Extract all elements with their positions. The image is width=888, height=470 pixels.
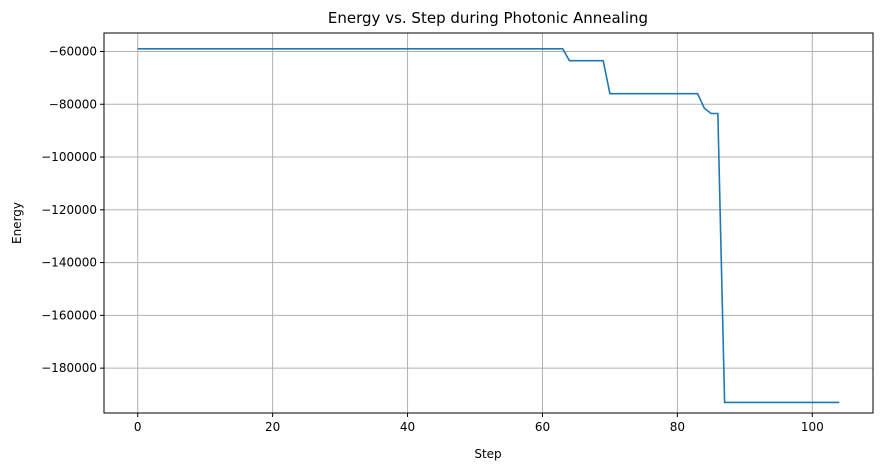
y-tick-label: −180000 — [41, 361, 97, 375]
y-tick-label: −160000 — [41, 308, 97, 322]
x-tick-label: 0 — [134, 420, 142, 434]
y-tick-label: −100000 — [41, 150, 97, 164]
chart-title: Energy vs. Step during Photonic Annealin… — [328, 9, 648, 27]
y-tick-label: −120000 — [41, 203, 97, 217]
x-tick-label: 20 — [265, 420, 280, 434]
x-tick-label: 40 — [400, 420, 415, 434]
y-axis: −180000 −160000 −140000 −120000 −100000 −8000… — [41, 44, 104, 375]
plot-frame — [103, 32, 874, 414]
series-layer — [137, 48, 840, 404]
x-tick-label: 80 — [670, 420, 685, 434]
grid — [104, 33, 873, 413]
y-tick-label: −60000 — [49, 44, 97, 58]
y-axis-label: Energy — [10, 202, 24, 244]
x-axis-label: Step — [474, 447, 501, 461]
x-axis: 0 20 40 60 80 100 — [134, 413, 824, 434]
y-tick-label: −80000 — [49, 97, 97, 111]
x-tick-label: 60 — [535, 420, 550, 434]
series-line — [137, 48, 840, 404]
y-tick-label: −140000 — [41, 256, 97, 270]
x-tick-label: 100 — [801, 420, 824, 434]
